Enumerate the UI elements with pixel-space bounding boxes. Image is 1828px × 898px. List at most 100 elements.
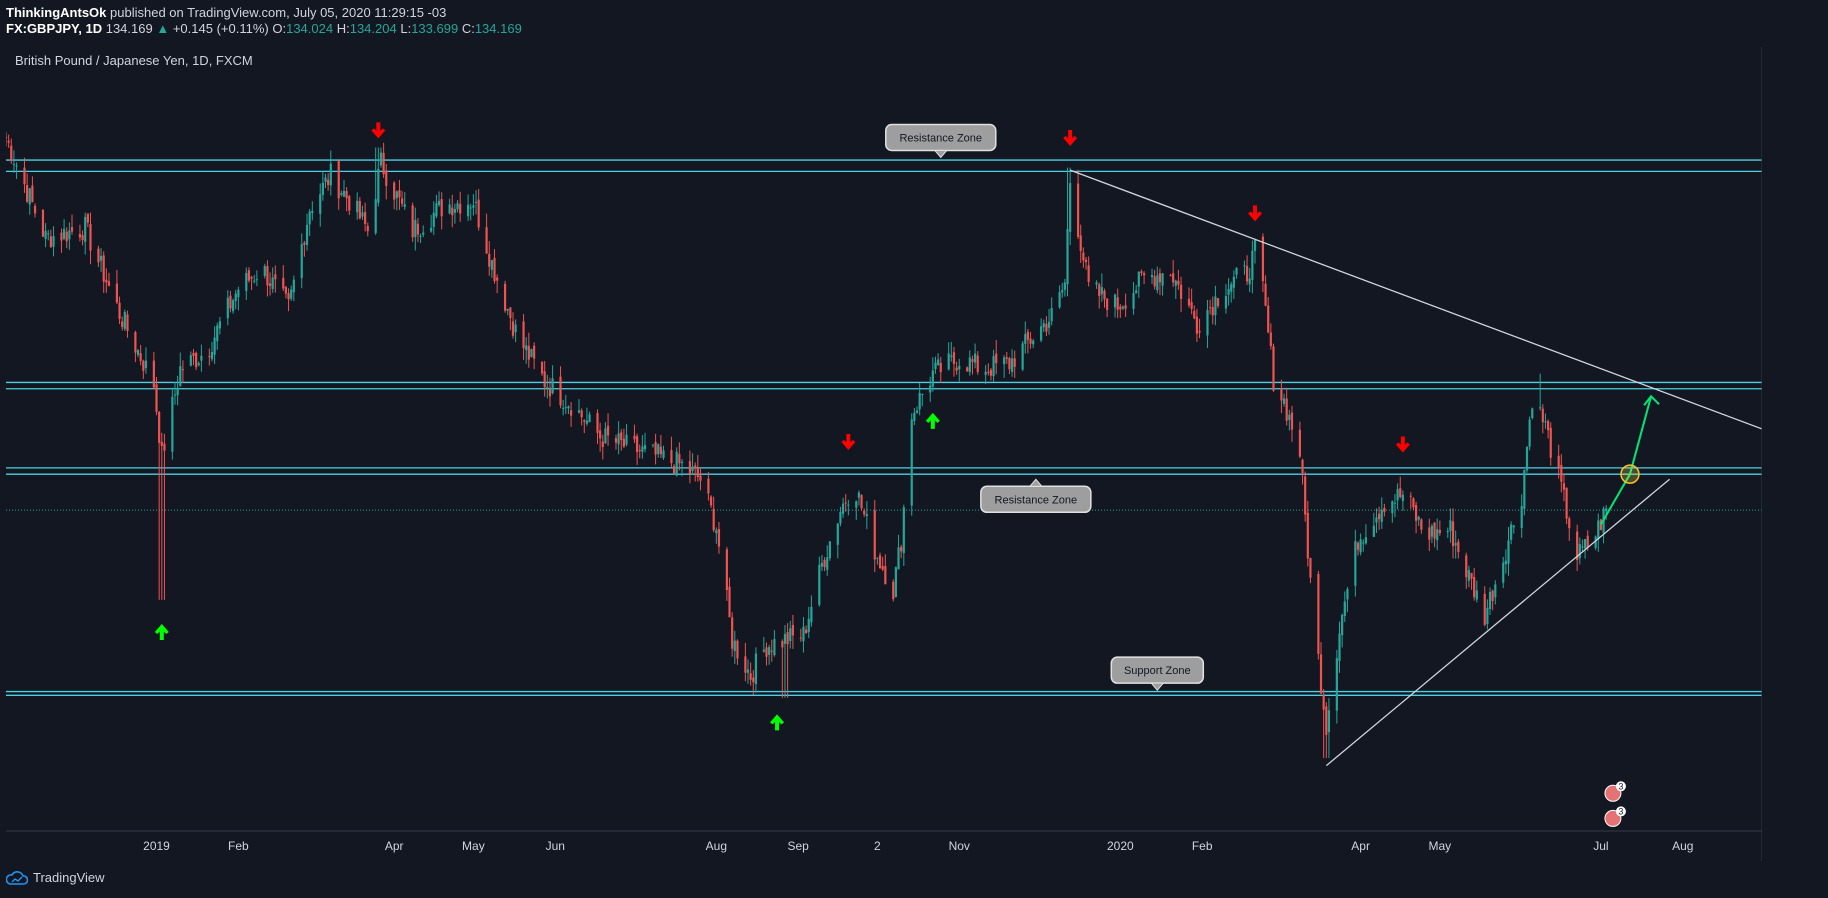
- candle-body: [617, 433, 620, 445]
- chart-background: [6, 47, 1762, 861]
- candle-body: [171, 396, 174, 452]
- candle-body: [226, 297, 229, 319]
- candle-body: [469, 207, 472, 209]
- candle-body: [974, 353, 977, 363]
- candle-body: [496, 277, 499, 281]
- candle-body: [791, 625, 794, 636]
- candle-body: [430, 227, 433, 232]
- candle-body: [921, 393, 924, 395]
- symbol-label[interactable]: FX:GBPJPY, 1D: [6, 21, 103, 36]
- candle-body: [680, 461, 684, 464]
- candle-body: [670, 450, 673, 464]
- candle-body: [543, 371, 546, 388]
- candle-body: [1488, 591, 1492, 609]
- event-badge-count-bg: [1615, 806, 1626, 817]
- open-value: 134.024: [286, 21, 334, 36]
- candle-body: [189, 355, 192, 366]
- candle-body: [115, 283, 119, 303]
- candle-body: [987, 371, 990, 373]
- trendline-1: [1325, 478, 1670, 767]
- candle-body: [525, 345, 528, 351]
- candle-body: [118, 302, 121, 319]
- candle-body: [728, 586, 731, 618]
- tradingview-logo[interactable]: TradingView: [6, 870, 105, 885]
- candle-body: [1100, 287, 1103, 295]
- candle-body: [1232, 276, 1235, 288]
- candle-body: [918, 392, 921, 410]
- candle-body: [1523, 469, 1526, 509]
- candle-body: [160, 441, 163, 446]
- candle-body: [1095, 282, 1098, 285]
- candle-body: [1179, 284, 1183, 299]
- candle-body: [1069, 183, 1072, 232]
- candle-body: [311, 210, 314, 213]
- candle-body: [266, 265, 269, 286]
- candle-body: [274, 274, 277, 280]
- candle-body: [971, 359, 974, 362]
- candle-body: [709, 496, 713, 506]
- candle-body: [44, 230, 47, 239]
- candle-body: [950, 355, 953, 358]
- high-value: 134.204: [349, 21, 397, 36]
- candle-body: [300, 244, 303, 279]
- candle-body: [802, 626, 805, 642]
- candle-body: [1356, 542, 1360, 550]
- candle-body: [818, 564, 821, 605]
- candle-body: [1557, 455, 1560, 468]
- candle-body: [422, 232, 425, 235]
- candle-body: [770, 650, 773, 652]
- candle-body: [292, 279, 295, 293]
- candle-body: [966, 367, 969, 372]
- candle-body: [1578, 543, 1581, 559]
- event-badge-count-bg: [1615, 781, 1626, 792]
- candle-body: [268, 283, 272, 286]
- candle-body: [1079, 235, 1082, 251]
- candle-body: [651, 444, 655, 446]
- author-name[interactable]: ThinkingAntsOk: [6, 5, 107, 20]
- candle-body: [337, 160, 340, 199]
- candle-body: [958, 365, 961, 370]
- candle-body: [253, 280, 256, 282]
- candle-body: [577, 410, 581, 413]
- candle-body: [548, 388, 552, 397]
- time-axis[interactable]: 2019 Feb Apr May Jun Aug Sep 2 Nov 2020 Feb Apr May J…: [143, 839, 1693, 853]
- candle-body: [580, 410, 583, 418]
- candle-body: [633, 435, 636, 440]
- zone-lines: [6, 159, 1762, 696]
- candle-body: [786, 632, 789, 645]
- candle-body: [70, 226, 74, 232]
- candle-body: [1153, 276, 1156, 287]
- candle-body: [234, 293, 237, 302]
- candle-body: [1005, 357, 1008, 359]
- candle-body: [929, 385, 932, 393]
- candle-body: [1565, 487, 1568, 519]
- candle-body: [625, 434, 628, 445]
- candle-body: [902, 507, 905, 554]
- candle-body: [675, 451, 678, 476]
- candles: [6, 132, 1608, 759]
- candle-body: [152, 360, 155, 388]
- candle-body: [1417, 516, 1420, 520]
- candle-body: [99, 255, 103, 261]
- candle-body: [123, 311, 126, 329]
- open-label: O:: [272, 21, 287, 36]
- candle-body: [989, 369, 993, 376]
- candle-body: [1599, 519, 1603, 531]
- candle-body: [1174, 280, 1177, 286]
- candle-body: [841, 503, 845, 514]
- high-label: H:: [336, 21, 350, 36]
- candle-body: [1032, 340, 1035, 345]
- candle-body: [86, 213, 89, 223]
- candle-body: [144, 360, 148, 369]
- candle-body: [522, 321, 525, 349]
- candle-body: [1272, 346, 1275, 391]
- candle-body: [60, 232, 63, 241]
- candle-body: [1024, 333, 1027, 344]
- candle-body: [762, 649, 765, 652]
- candle-body: [585, 420, 589, 424]
- candle-body: [691, 466, 694, 472]
- candle-body: [1214, 296, 1217, 316]
- candle-body: [1393, 502, 1397, 504]
